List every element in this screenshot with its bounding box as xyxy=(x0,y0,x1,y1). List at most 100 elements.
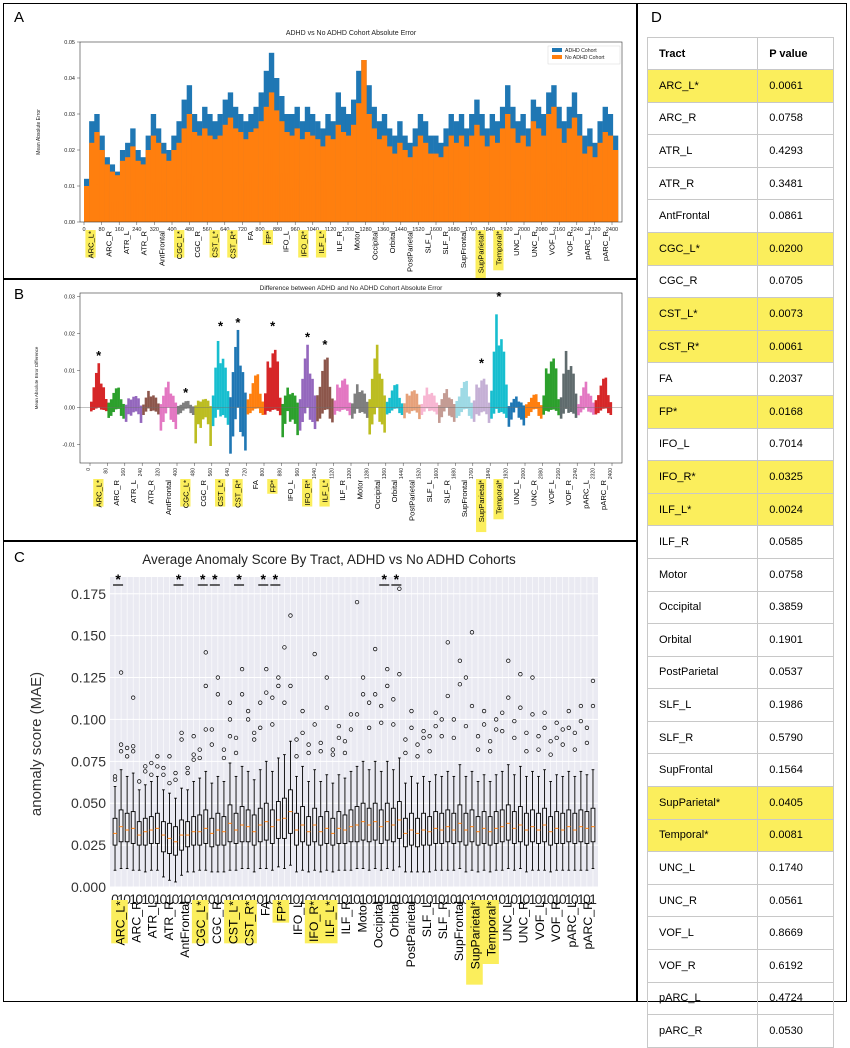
chart-b-bar-neg xyxy=(597,407,600,414)
chart-c-group-label: 1 xyxy=(577,891,585,907)
chart-a-series-1-mark xyxy=(489,135,496,222)
chart-a-series-1-mark xyxy=(546,114,552,222)
chart-c-box xyxy=(409,812,414,846)
chart-c-box xyxy=(590,807,596,843)
chart-c-outlier xyxy=(590,678,596,684)
tract-cell: ATR_L xyxy=(646,134,759,168)
chart-b-plot-frame xyxy=(79,292,623,464)
chart-c-outlier xyxy=(336,735,342,741)
chart-c-group-label: 0 xyxy=(571,891,579,907)
chart-b-bar-neg xyxy=(525,407,528,418)
pvalue-cell: 0.1740 xyxy=(757,851,834,885)
chart-a-series-1-mark xyxy=(326,188,329,222)
chart-b-bar xyxy=(124,404,128,408)
tract-cell: CGC_L* xyxy=(646,231,759,266)
chart-c-box xyxy=(524,812,529,846)
chart-c-significance-star: * xyxy=(115,571,121,587)
chart-a-series-1-mark xyxy=(604,178,607,222)
chart-b-bar-neg xyxy=(283,407,287,424)
chart-b-bar xyxy=(435,402,439,408)
chart-b-bar-neg xyxy=(154,407,158,412)
chart-b-xtick-label: 2400 xyxy=(608,468,614,479)
chart-b-bar-neg xyxy=(529,407,533,413)
chart-b-bar-neg xyxy=(152,407,155,411)
chart-a-series-1-mark xyxy=(537,171,540,222)
chart-c-outlier xyxy=(439,734,444,739)
chart-c-outlier xyxy=(475,747,481,752)
chart-a-xtick-label: 960 xyxy=(291,227,300,233)
chart-c-box xyxy=(505,804,511,841)
chart-c-box xyxy=(560,812,566,844)
chart-b-bar-neg xyxy=(462,407,466,410)
tract-cell: SupParietal* xyxy=(646,786,759,820)
chart-b-significance-star: * xyxy=(218,319,224,334)
pvalue-cell: 0.0758 xyxy=(757,557,834,592)
chart-c-group-label: 1 xyxy=(214,891,222,907)
chart-a-series-1-mark xyxy=(357,157,360,222)
chart-b-tract-label: ILF_L* xyxy=(321,480,330,502)
chart-a-series-1-mark xyxy=(181,128,187,222)
chart-b-bar xyxy=(306,344,309,408)
chart-a-series-1-mark xyxy=(95,184,98,222)
chart-c-outlier xyxy=(221,747,227,752)
chart-b-ytick-label: 0.01 xyxy=(64,369,75,375)
chart-c-outlier xyxy=(233,750,239,756)
chart-b-bar xyxy=(159,404,163,408)
chart-c-group-label: 1 xyxy=(529,891,537,907)
chart-b-xtick-label: 800 xyxy=(260,468,266,477)
chart-b-tract-label: ATR_L xyxy=(129,480,138,503)
chart-c-group-label: 1 xyxy=(153,891,161,907)
chart-c-outlier xyxy=(469,630,475,635)
chart-b-bar xyxy=(430,392,434,408)
chart-c-outlier xyxy=(191,757,196,762)
chart-c-group-label: 0 xyxy=(402,891,410,907)
chart-b-bar xyxy=(219,363,222,408)
chart-a-series-1-mark xyxy=(330,139,336,222)
chart-b-bar xyxy=(246,399,250,408)
chart-b-significance-star: * xyxy=(496,289,502,304)
chart-a-series-1-mark xyxy=(501,171,504,222)
panel-b-frame xyxy=(3,279,637,541)
chart-b-bar-neg xyxy=(388,407,391,414)
tract-cell: FP* xyxy=(646,394,759,429)
chart-a-series-1-mark xyxy=(177,179,181,222)
chart-b-tract-label: ARC_L* xyxy=(94,480,103,507)
chart-b-bar-neg xyxy=(500,407,503,413)
chart-c-outlier xyxy=(288,613,293,618)
tract-cell: pARC_R xyxy=(646,1014,759,1048)
chart-a-series-1-mark xyxy=(402,150,408,222)
chart-b-bar-neg xyxy=(346,407,349,411)
chart-c-outlier xyxy=(252,730,257,735)
pvalue-cell: 0.7014 xyxy=(757,427,834,462)
chart-b-bar xyxy=(592,402,595,408)
tract-cell: IFO_L xyxy=(646,427,759,462)
chart-a-series-1-mark xyxy=(208,180,211,222)
chart-a-series-1-mark xyxy=(530,121,537,222)
chart-a-series-1-mark xyxy=(193,176,196,222)
chart-a-series-1-mark xyxy=(131,190,134,222)
chart-b-bar-neg xyxy=(179,407,183,414)
chart-c-outlier xyxy=(500,729,505,734)
chart-a-series-1-mark xyxy=(511,179,514,222)
chart-b-bar-neg xyxy=(92,407,96,410)
chart-a-series-1-mark xyxy=(439,192,442,222)
chart-b-bar xyxy=(408,395,411,408)
chart-c-group-label: 0 xyxy=(305,891,313,907)
chart-b-bar-neg xyxy=(355,407,359,409)
chart-b-bar xyxy=(206,400,210,408)
chart-a-series-1-mark xyxy=(424,183,427,222)
chart-b-bar xyxy=(348,402,352,408)
chart-a-series-1-mark xyxy=(361,60,367,222)
chart-c-group-label: 0 xyxy=(414,891,422,907)
chart-b-bar-neg xyxy=(485,407,488,415)
chart-b-bar-neg xyxy=(129,407,133,416)
chart-c-box xyxy=(445,809,451,843)
chart-b-bar xyxy=(360,390,364,408)
chart-a-xtick-label: 2000 xyxy=(518,227,530,233)
chart-b-bar-neg xyxy=(487,407,491,423)
chart-c-box xyxy=(306,816,312,846)
table-row: IFO_L 0.7014 xyxy=(646,427,834,462)
chart-b-xtick-label: 2240 xyxy=(573,468,579,479)
chart-b-bar-neg xyxy=(196,407,200,425)
chart-a-series-1-mark xyxy=(345,135,352,222)
